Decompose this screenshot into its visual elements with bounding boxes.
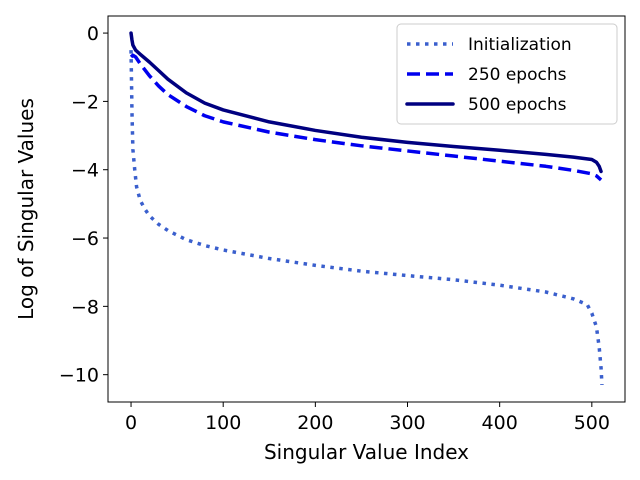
plot-frame (107, 15, 626, 403)
y-tick-label: −10 (59, 365, 99, 387)
legend-box (396, 23, 618, 125)
y-tick-label: −2 (71, 91, 99, 113)
y-tick-label: −4 (71, 160, 99, 182)
y-axis-label: Log of Singular Values (14, 98, 38, 320)
series-layer (129, 31, 604, 386)
x-axis-label: Singular Value Index (264, 440, 469, 464)
y-tick-label: −8 (71, 296, 99, 318)
x-tick-label: 100 (205, 412, 241, 434)
ticks-layer: 0 100 200 300 400 500 0 −2 −4 −6 −8 −10 (59, 23, 610, 434)
legend-label-250-epochs: 250 epochs (468, 65, 567, 85)
legend: Initialization 250 epochs 500 epochs (396, 23, 618, 125)
x-tick-label: 0 (125, 412, 137, 434)
legend-label-initialization: Initialization (468, 35, 572, 55)
series-line-initialization (129, 50, 604, 386)
x-tick-label: 400 (482, 412, 518, 434)
x-tick-label: 200 (297, 412, 333, 434)
series-line-250-epochs (129, 53, 603, 182)
x-tick-label: 300 (389, 412, 425, 434)
y-tick-label: 0 (87, 23, 99, 45)
series-line-500-epochs (129, 31, 603, 174)
y-tick-label: −6 (71, 228, 99, 250)
x-tick-label: 500 (574, 412, 610, 434)
legend-label-500-epochs: 500 epochs (468, 95, 567, 115)
